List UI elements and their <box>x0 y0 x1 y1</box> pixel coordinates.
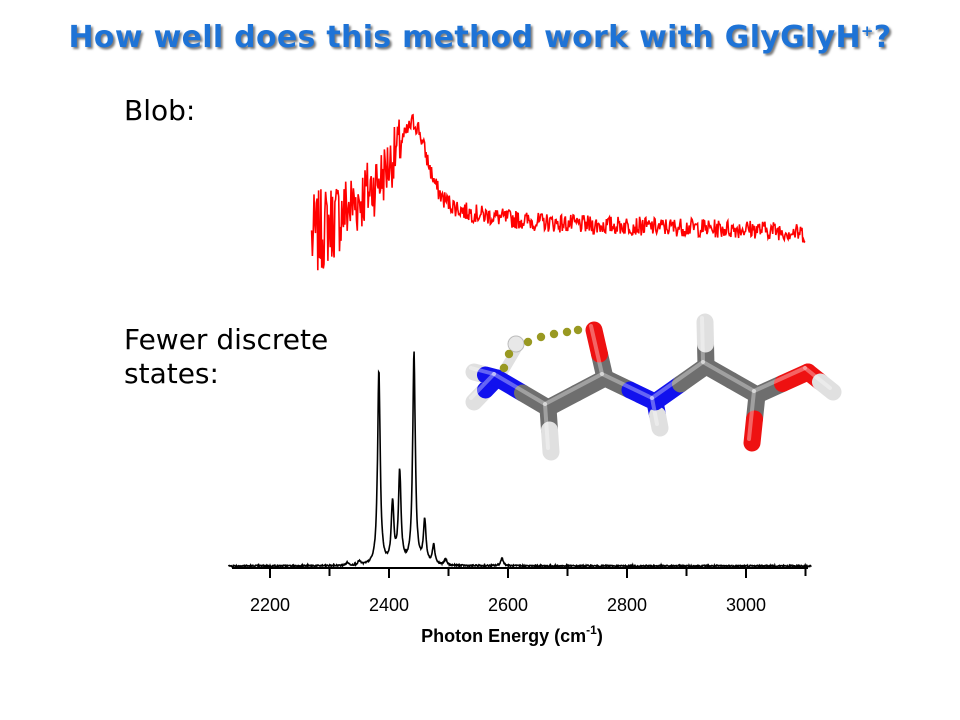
bond-highlight <box>650 396 659 426</box>
molecule-bond <box>743 410 763 452</box>
page-title: How well does this method work with GlyG… <box>0 20 960 55</box>
x-axis: 2200 2400 2600 2800 3000 <box>232 567 808 615</box>
hydrogen-bond-dot <box>523 337 533 347</box>
x-tick-label: 2400 <box>369 595 409 615</box>
x-tick-label: 3000 <box>726 595 766 615</box>
bond-highlight <box>700 316 705 364</box>
bond-highlight <box>752 366 807 393</box>
bond-highlight <box>747 389 756 441</box>
bond-highlight <box>650 360 705 400</box>
bond-highlight <box>543 372 604 406</box>
bond-highlight <box>803 366 832 390</box>
x-tick-label: 2800 <box>607 595 647 615</box>
bond-highlight <box>589 324 604 376</box>
hydrogen-bond-dot <box>536 332 546 342</box>
title-sup: + <box>860 22 874 40</box>
blob-spectrum-line <box>310 113 806 271</box>
bond-highlight <box>469 366 496 376</box>
x-axis-title-sup: -1 <box>586 623 597 637</box>
bond-highlight <box>492 372 547 406</box>
blob-spectrum-series <box>310 113 806 271</box>
discrete-spectrum-series <box>227 351 812 570</box>
x-tick-label: 2200 <box>250 595 290 615</box>
x-axis-title-text: Photon Energy (cm <box>421 626 586 646</box>
bond-highlight <box>600 372 654 400</box>
molecule-bond <box>541 421 560 461</box>
hydrogen-bond-dot <box>562 327 572 337</box>
x-axis-title: Photon Energy (cm-1) <box>421 623 603 646</box>
hydrogen-bond-dot <box>499 363 509 373</box>
hydrogen-bond-dot <box>504 349 514 359</box>
title-text: How well does this method work with GlyG… <box>68 20 861 55</box>
bond-highlight <box>469 372 496 400</box>
hydrogen-bond-dot <box>549 329 559 339</box>
bond-highlight <box>543 402 550 450</box>
x-axis-title-suffix: ) <box>597 626 603 646</box>
hydrogen-atom <box>507 335 525 353</box>
hydrogen-bond-dot <box>573 325 583 335</box>
discrete-spectrum-line <box>227 351 812 570</box>
molecule-bond <box>812 373 842 401</box>
molecule-bond <box>649 406 669 437</box>
molecule-bond <box>585 321 608 363</box>
x-tick-label: 2600 <box>488 595 528 615</box>
bond-highlight <box>701 360 756 393</box>
title-suffix: ? <box>873 20 892 55</box>
fewer-states-label: Fewer discrete states: <box>124 323 329 390</box>
glyglyh-molecule <box>465 313 842 461</box>
blob-label: Blob: <box>124 94 196 127</box>
molecule-bond <box>696 313 714 353</box>
